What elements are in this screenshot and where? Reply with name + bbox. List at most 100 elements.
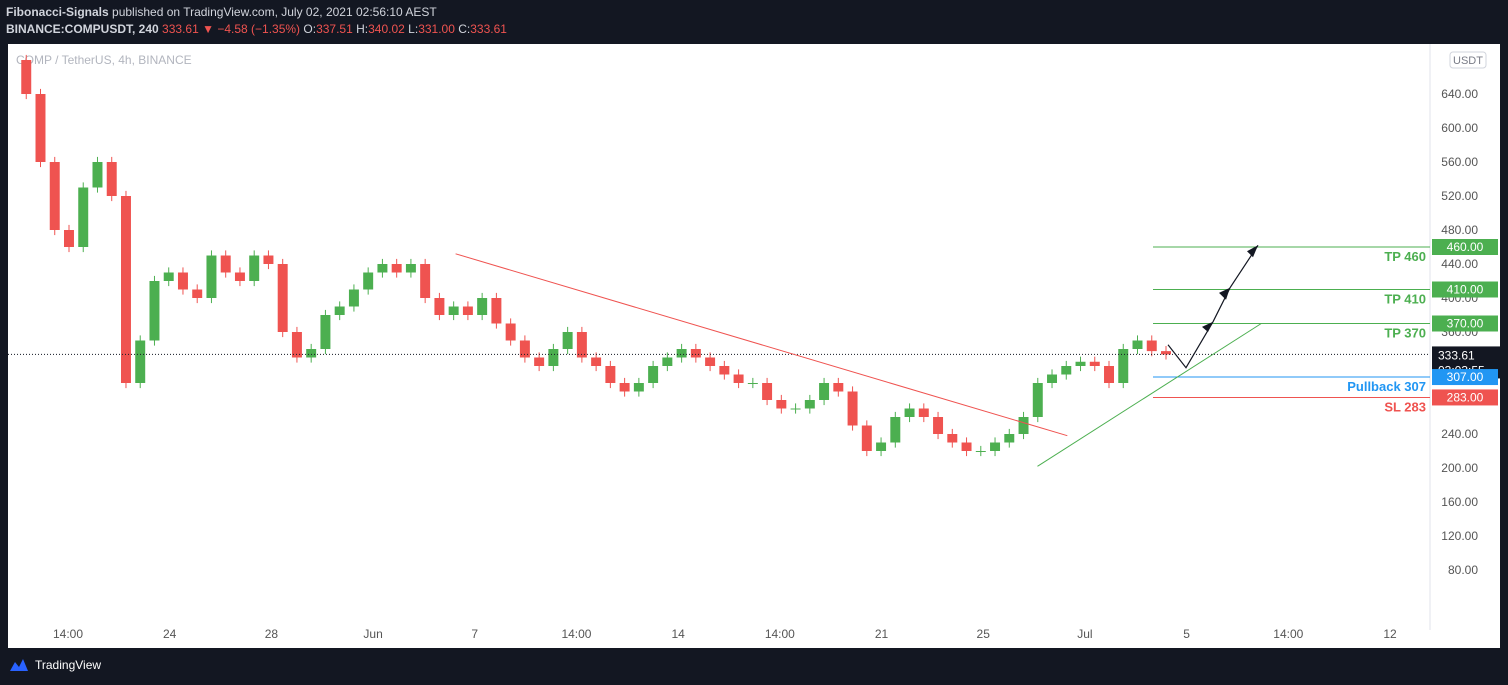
candle-body	[35, 94, 46, 162]
candle-body	[1047, 374, 1058, 383]
x-tick-label: 14:00	[561, 627, 591, 641]
candle-body	[918, 408, 929, 417]
publish-info: Fibonacci-Signals published on TradingVi…	[6, 5, 437, 19]
candle-body	[120, 196, 131, 383]
current-price-value: 333.61	[1438, 348, 1475, 362]
candle-body	[933, 417, 944, 434]
x-tick-label: 28	[265, 627, 279, 641]
high-value: 340.02	[368, 22, 405, 36]
last-price: 333.61	[162, 22, 199, 36]
candle-body	[405, 264, 416, 273]
y-tick-label: 80.00	[1448, 563, 1478, 577]
price-change: −4.58 (−1.35%)	[217, 22, 301, 36]
candle-body	[676, 349, 687, 358]
candle-body	[177, 272, 188, 290]
footer: TradingView	[8, 656, 101, 674]
currency-label: USDT	[1453, 55, 1483, 67]
candle-body	[705, 357, 716, 366]
candle-body	[49, 162, 60, 230]
candle-body	[163, 272, 174, 281]
candle-body	[776, 400, 787, 409]
candle-body	[320, 315, 331, 349]
price-chart[interactable]: COMP / TetherUS, 4h, BINANCE USDT 640.00 60…	[8, 44, 1500, 648]
candle-body	[277, 264, 288, 332]
candle-body	[92, 162, 103, 188]
candle-body	[234, 272, 245, 281]
close-label: C:	[458, 22, 471, 36]
candle-body	[790, 408, 801, 410]
x-tick-label: 21	[875, 627, 889, 641]
candle-body	[391, 264, 402, 273]
candle-body	[348, 289, 359, 307]
level-tag	[1432, 239, 1498, 255]
x-tick-label: Jun	[363, 627, 382, 641]
candle-body	[21, 60, 32, 94]
author-name[interactable]: Fibonacci-Signals	[6, 5, 109, 19]
x-tick-label: 24	[163, 627, 177, 641]
candle-body	[1089, 361, 1100, 366]
candle-body	[847, 391, 858, 426]
level-tag-value: 283.00	[1447, 390, 1484, 404]
published-text: published on TradingView.com, July 02, 2…	[112, 5, 437, 19]
candle-body	[861, 425, 872, 451]
x-tick-label: Jul	[1077, 627, 1092, 641]
candle-body	[819, 383, 830, 400]
projection-arrow-head	[1219, 287, 1230, 300]
candle-body	[1132, 340, 1143, 349]
brand-name: TradingView	[35, 658, 102, 672]
candle-body	[206, 255, 217, 298]
candle-body	[1118, 349, 1129, 383]
candle-body	[477, 298, 488, 315]
high-label: H:	[356, 22, 369, 36]
candle-body	[904, 408, 915, 417]
candle-body	[990, 442, 1001, 451]
low-value: 331.00	[418, 22, 455, 36]
candle-body	[491, 298, 502, 324]
y-tick-label: 440.00	[1441, 257, 1478, 271]
x-tick-label: 7	[471, 627, 478, 641]
y-tick-label: 480.00	[1441, 223, 1478, 237]
candle-body	[747, 383, 758, 384]
y-tick-label: 640.00	[1441, 87, 1478, 101]
candle-body	[690, 349, 701, 358]
candle-body	[420, 264, 431, 298]
projection-arrow-head	[1202, 321, 1213, 332]
ohlc-bar: BINANCE:COMPUSDT, 240 333.61 ▼ −4.58 (−1…	[6, 22, 507, 36]
level-label: Pullback 307	[1347, 379, 1426, 394]
candle-body	[619, 383, 630, 392]
candle-body	[762, 383, 773, 400]
x-tick-label: 25	[977, 627, 991, 641]
chart-legend: COMP / TetherUS, 4h, BINANCE	[16, 53, 192, 67]
candle-body	[833, 383, 844, 392]
candle-body	[534, 357, 545, 366]
candle-body	[1032, 383, 1043, 417]
y-tick-label: 200.00	[1441, 461, 1478, 475]
candle-body	[876, 442, 887, 451]
x-tick-label: 5	[1183, 627, 1190, 641]
level-tag	[1432, 281, 1498, 298]
candle-body	[733, 374, 744, 383]
y-tick-label: 240.00	[1441, 427, 1478, 441]
candle-body	[263, 255, 274, 264]
candle-body	[377, 264, 388, 273]
level-label: TP 410	[1384, 292, 1426, 307]
candle-body	[1018, 417, 1029, 434]
level-tag-value: 307.00	[1447, 370, 1484, 384]
symbol-label: BINANCE:COMPUSDT, 240	[6, 22, 159, 36]
candle-body	[135, 340, 146, 383]
projection-path	[1167, 244, 1259, 369]
candle-body	[64, 230, 74, 247]
candle-body	[975, 451, 986, 452]
level-tag	[1432, 389, 1498, 406]
candle-body	[633, 383, 644, 392]
chart-area[interactable]: COMP / TetherUS, 4h, BINANCE USDT 640.00 60…	[8, 44, 1500, 648]
candle-body	[947, 434, 958, 443]
candle-body	[605, 366, 616, 383]
down-trendline	[455, 253, 1068, 437]
y-tick-label: 560.00	[1441, 155, 1478, 169]
level-tag	[1432, 315, 1498, 332]
currency-box	[1449, 51, 1487, 69]
candle-body	[576, 332, 587, 358]
candle-body	[1104, 366, 1114, 383]
candle-body	[719, 366, 730, 375]
